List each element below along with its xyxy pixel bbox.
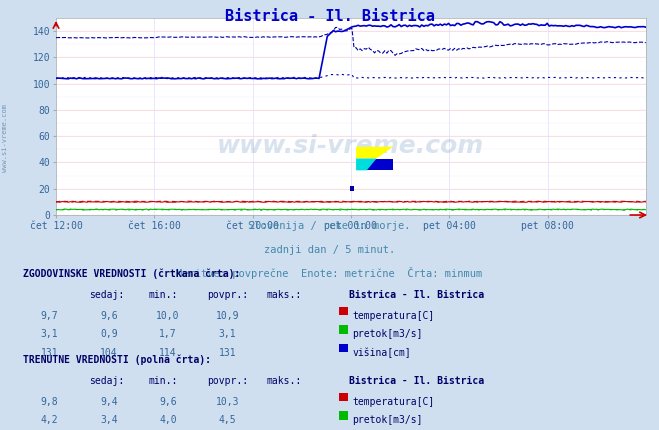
Text: 9,8: 9,8 bbox=[41, 397, 58, 407]
Text: 3,1: 3,1 bbox=[219, 329, 236, 339]
Text: 9,6: 9,6 bbox=[159, 397, 177, 407]
Text: Bistrica - Il. Bistrica: Bistrica - Il. Bistrica bbox=[349, 376, 484, 386]
Text: www.si-vreme.com: www.si-vreme.com bbox=[2, 104, 9, 172]
Text: pretok[m3/s]: pretok[m3/s] bbox=[353, 329, 423, 339]
Text: temperatura[C]: temperatura[C] bbox=[353, 311, 435, 321]
Polygon shape bbox=[367, 159, 393, 170]
Text: povpr.:: povpr.: bbox=[208, 290, 248, 300]
Text: ZGODOVINSKE VREDNOSTI (črtkana črta):: ZGODOVINSKE VREDNOSTI (črtkana črta): bbox=[23, 269, 241, 279]
Text: 104: 104 bbox=[100, 348, 117, 358]
Text: 131: 131 bbox=[41, 348, 58, 358]
Text: sedaj:: sedaj: bbox=[89, 376, 124, 386]
Polygon shape bbox=[356, 147, 393, 159]
Bar bbox=[350, 186, 354, 191]
Text: 4,0: 4,0 bbox=[159, 415, 177, 425]
Text: maks.:: maks.: bbox=[267, 290, 302, 300]
Text: 9,4: 9,4 bbox=[100, 397, 117, 407]
Text: 114: 114 bbox=[159, 348, 177, 358]
Text: 3,4: 3,4 bbox=[100, 415, 117, 425]
Text: 3,1: 3,1 bbox=[41, 329, 58, 339]
Text: 9,6: 9,6 bbox=[100, 311, 117, 321]
Text: višina[cm]: višina[cm] bbox=[353, 348, 411, 358]
Text: 10,9: 10,9 bbox=[215, 311, 239, 321]
Text: Bistrica - Il. Bistrica: Bistrica - Il. Bistrica bbox=[225, 9, 434, 25]
Text: Meritve: povprečne  Enote: metrične  Črta: minmum: Meritve: povprečne Enote: metrične Črta:… bbox=[177, 267, 482, 279]
Text: 0,9: 0,9 bbox=[100, 329, 117, 339]
Text: 4,2: 4,2 bbox=[41, 415, 58, 425]
Text: 131: 131 bbox=[219, 348, 236, 358]
Text: temperatura[C]: temperatura[C] bbox=[353, 397, 435, 407]
Text: pretok[m3/s]: pretok[m3/s] bbox=[353, 415, 423, 425]
Text: 4,5: 4,5 bbox=[219, 415, 236, 425]
Text: www.si-vreme.com: www.si-vreme.com bbox=[217, 134, 484, 158]
Text: min.:: min.: bbox=[148, 290, 178, 300]
Text: Slovenija / reke in morje.: Slovenija / reke in morje. bbox=[248, 221, 411, 231]
Text: povpr.:: povpr.: bbox=[208, 376, 248, 386]
Text: maks.:: maks.: bbox=[267, 376, 302, 386]
Text: 10,3: 10,3 bbox=[215, 397, 239, 407]
Text: Bistrica - Il. Bistrica: Bistrica - Il. Bistrica bbox=[349, 290, 484, 300]
Text: sedaj:: sedaj: bbox=[89, 290, 124, 300]
Text: min.:: min.: bbox=[148, 376, 178, 386]
Text: 9,7: 9,7 bbox=[41, 311, 58, 321]
Text: 1,7: 1,7 bbox=[159, 329, 177, 339]
Text: TRENUTNE VREDNOSTI (polna črta):: TRENUTNE VREDNOSTI (polna črta): bbox=[23, 355, 211, 365]
Text: 10,0: 10,0 bbox=[156, 311, 180, 321]
Text: zadnji dan / 5 minut.: zadnji dan / 5 minut. bbox=[264, 245, 395, 255]
Polygon shape bbox=[356, 159, 376, 170]
